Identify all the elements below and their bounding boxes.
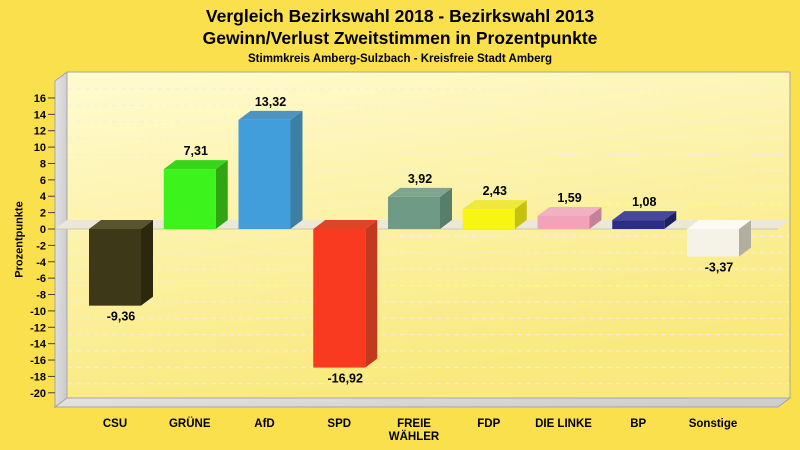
chart-caption: Stimmkreis Amberg-Sulzbach - Kreisfreie … xyxy=(248,53,552,65)
category-label-die-linke: DIE LINKE xyxy=(535,418,592,430)
bar-side-fdp xyxy=(514,200,527,229)
bar-top-sonstige xyxy=(687,220,751,229)
floor xyxy=(53,397,792,408)
bar-top-csu xyxy=(89,220,153,229)
category-label-spd: SPD xyxy=(327,418,351,430)
y-tick-label: -14 xyxy=(30,339,47,351)
y-tick-label: -18 xyxy=(30,371,46,383)
y-tick-label: -10 xyxy=(30,306,46,318)
category-label-afd: AfD xyxy=(254,418,274,430)
value-label-fdp: 2,43 xyxy=(483,184,507,198)
bar-side-spd xyxy=(365,220,378,368)
y-tick-label: 12 xyxy=(34,126,46,138)
y-tick-label: 4 xyxy=(40,191,47,203)
bar-top-afd xyxy=(238,110,303,120)
category-label-gr-ne: GRÜNE xyxy=(169,417,211,430)
y-tick-label: 0 xyxy=(40,224,46,236)
category-label-freie-w-hler: WÄHLER xyxy=(389,430,440,443)
category-label-sonstige: Sonstige xyxy=(689,418,738,430)
bar-side-die-linke xyxy=(589,206,602,229)
y-tick-label: -8 xyxy=(36,290,46,302)
value-label-die-linke: 1,59 xyxy=(557,191,581,205)
bar-top-bp xyxy=(612,211,677,221)
bar-side-bp xyxy=(664,211,677,229)
y-tick-label: 6 xyxy=(40,175,46,187)
y-tick-label: 14 xyxy=(34,109,47,121)
bar-top-fdp xyxy=(462,200,527,210)
value-label-gr-ne: 7,31 xyxy=(184,144,208,158)
y-tick-label: -2 xyxy=(36,240,46,252)
bar-side-afd xyxy=(290,110,303,229)
bar-gr-ne xyxy=(163,169,216,229)
category-label-csu: CSU xyxy=(103,418,127,430)
category-label-fdp: FDP xyxy=(477,418,500,430)
bar-fdp xyxy=(462,209,515,229)
bar-top-die-linke xyxy=(537,206,602,216)
bar-csu xyxy=(89,229,141,306)
bar-top-gr-ne xyxy=(163,160,228,170)
chart-subtitle: Gewinn/Verlust Zweitstimmen in Prozentpu… xyxy=(202,28,598,48)
bar-freie-w-hler xyxy=(388,196,440,229)
bar-top-freie-w-hler xyxy=(388,187,452,197)
plot-back-wall xyxy=(67,72,790,398)
bar-side-sonstige xyxy=(739,220,751,257)
bar-sonstige xyxy=(687,229,739,257)
y-tick-label: 10 xyxy=(34,142,46,154)
y-tick-label: -12 xyxy=(30,322,46,334)
bar-spd xyxy=(313,229,366,368)
bar-bp xyxy=(612,220,665,229)
bar-side-freie-w-hler xyxy=(440,187,452,229)
bar-side-csu xyxy=(141,220,153,306)
y-tick-label: -16 xyxy=(30,355,46,367)
value-label-csu: -9,36 xyxy=(107,310,136,324)
y-tick-label: -4 xyxy=(36,257,47,269)
value-label-afd: 13,32 xyxy=(255,95,286,109)
y-tick-label: -6 xyxy=(36,273,46,285)
bar-afd xyxy=(238,119,291,229)
value-label-sonstige: -3,37 xyxy=(705,261,734,275)
y-tick-label: 16 xyxy=(34,93,46,105)
value-label-bp: 1,08 xyxy=(632,195,656,209)
chart-title: Vergleich Bezirkswahl 2018 - Bezirkswahl… xyxy=(205,6,595,26)
bar-side-gr-ne xyxy=(215,160,228,229)
y-tick-label: 8 xyxy=(40,158,46,170)
y-tick-label: -20 xyxy=(30,388,46,400)
value-label-freie-w-hler: 3,92 xyxy=(408,172,432,186)
left-wall xyxy=(54,71,68,408)
value-label-spd: -16,92 xyxy=(328,372,363,386)
bar-die-linke xyxy=(537,215,590,229)
y-tick-label: 2 xyxy=(40,208,46,220)
category-label-bp: BP xyxy=(630,418,646,430)
bar-top-spd xyxy=(313,220,378,229)
category-label-freie-w-hler: FREIE xyxy=(397,418,431,430)
